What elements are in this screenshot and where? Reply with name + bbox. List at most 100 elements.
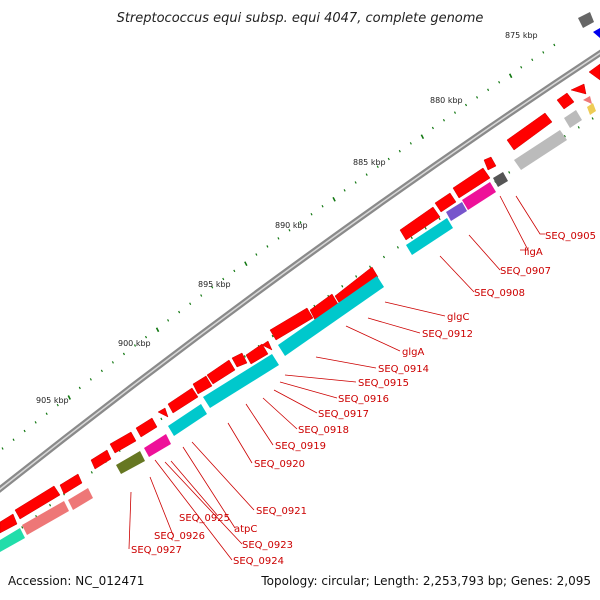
grey-gene — [564, 110, 582, 128]
minor-tick — [288, 229, 291, 232]
gene-feature — [434, 192, 457, 213]
topology-label: Topology: circular; Length: 2,253,793 bp… — [260, 574, 591, 588]
cyan-gene — [406, 218, 453, 255]
teal-gene — [0, 528, 25, 552]
minor-tick — [453, 111, 457, 114]
minor-tick — [464, 103, 468, 107]
colored-genes — [0, 12, 600, 552]
minor-tick — [266, 245, 269, 248]
gene-feature — [59, 473, 83, 495]
cyan-gene — [203, 354, 279, 408]
inner-tick — [577, 126, 580, 129]
gene-feature — [570, 83, 587, 95]
inner-tick — [21, 526, 24, 529]
gene-label: SEQ_0927 — [131, 545, 182, 556]
pink-gene — [583, 96, 592, 104]
minor-tick — [34, 421, 37, 424]
gene-feature — [269, 307, 314, 341]
cyan-gene — [278, 276, 384, 356]
minor-tick — [531, 58, 534, 62]
inner-tick — [355, 275, 358, 278]
gene-label: SEQ_0918 — [298, 425, 349, 436]
inner-tick — [243, 355, 246, 358]
gene-feature — [14, 485, 61, 520]
major-tick — [244, 261, 248, 267]
minor-tick — [442, 119, 445, 122]
minor-tick — [398, 149, 401, 153]
minor-tick — [343, 189, 346, 192]
pink-gene — [68, 488, 93, 510]
minor-tick — [144, 335, 148, 339]
grey-gene — [514, 130, 567, 170]
gene-label: SEQ_0905 — [545, 231, 596, 242]
inner-tick — [369, 265, 372, 268]
gene-feature — [135, 417, 158, 438]
gene-labels: SEQ_0905 ligA SEQ_0907 SEQ_0908 glgC SEQ… — [131, 231, 596, 567]
inner-tick — [396, 246, 399, 249]
gene-feature — [206, 359, 236, 385]
grey-gene — [493, 172, 508, 187]
blue-gene — [593, 28, 600, 38]
inner-tick — [382, 255, 386, 259]
gene-label: SEQ_0923 — [242, 540, 293, 551]
gene-label: SEQ_0921 — [256, 506, 307, 517]
minor-tick — [487, 88, 490, 92]
minor-tick — [277, 237, 280, 240]
gene-label: SEQ_0917 — [318, 409, 369, 420]
minor-tick — [299, 220, 302, 224]
minor-tick — [365, 173, 368, 176]
pink-gene — [22, 501, 69, 535]
tick-label-875: 875 kbp — [505, 31, 538, 40]
tick-label-880: 880 kbp — [430, 96, 463, 105]
purple-gene — [446, 202, 467, 221]
minor-tick — [56, 403, 59, 407]
gene-label: SEQ_0919 — [275, 441, 326, 452]
minor-tick — [1, 447, 4, 450]
inner-tick — [90, 471, 93, 474]
gene-label: SEQ_0916 — [338, 394, 389, 405]
minor-tick — [45, 412, 48, 415]
inner-tick — [424, 227, 427, 230]
gene-label: SEQ_0915 — [358, 378, 409, 389]
inner-tick — [341, 284, 344, 288]
gene-feature — [452, 167, 491, 199]
gene-feature — [231, 352, 248, 368]
gene-feature — [109, 431, 137, 454]
minor-tick — [310, 212, 313, 216]
minor-tick — [520, 65, 523, 69]
gene-feature — [167, 387, 199, 414]
forward-strand-genes — [0, 63, 600, 534]
minor-tick — [89, 378, 92, 381]
gene-feature — [157, 407, 169, 418]
gene-label: SEQ_0920 — [254, 459, 305, 470]
gene-feature — [483, 156, 497, 171]
minor-tick — [222, 277, 225, 281]
gene-label: SEQ_0925 — [179, 513, 230, 524]
map-title: Streptococcus equi subsp. equi 4047, com… — [117, 11, 484, 26]
accession-label: Accession: NC_012471 — [8, 574, 144, 588]
gene-label: SEQ_0926 — [154, 531, 205, 542]
minor-tick — [376, 165, 379, 169]
inner-tick — [271, 334, 274, 338]
inner-tick — [410, 236, 413, 240]
minor-tick — [553, 43, 556, 47]
gene-label: glgA — [402, 347, 424, 358]
minor-tick — [409, 142, 412, 145]
inner-tick — [160, 417, 163, 421]
gene-feature — [506, 112, 553, 151]
major-tick — [420, 134, 425, 140]
minor-tick — [23, 429, 26, 433]
gene-label: SEQ_0924 — [233, 556, 284, 567]
gene-feature — [90, 449, 112, 470]
minor-tick — [111, 361, 114, 364]
tick-label-905: 905 kbp — [36, 396, 69, 405]
inner-tick — [563, 134, 566, 138]
inner-tick — [591, 117, 594, 120]
minor-tick — [476, 96, 479, 99]
gene-feature — [245, 343, 269, 365]
major-tick — [155, 327, 160, 333]
magenta-gene — [144, 434, 171, 457]
major-tick — [67, 395, 71, 400]
gene-label: atpC — [234, 524, 257, 535]
olive-gene — [116, 451, 145, 474]
